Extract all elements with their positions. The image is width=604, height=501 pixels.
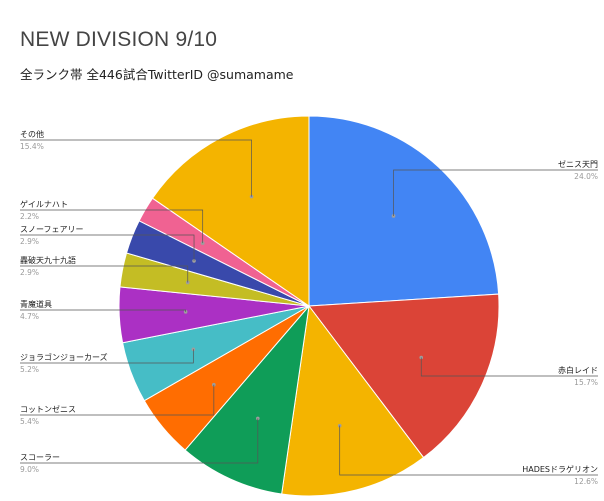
pie-slice bbox=[308, 115, 500, 307]
slice-label: ゼニス天門 bbox=[558, 159, 598, 169]
leader-line bbox=[20, 139, 252, 197]
slice-percent: 5.4% bbox=[20, 417, 39, 426]
slice-percent: 15.4% bbox=[20, 142, 44, 151]
slice-percent: 2.2% bbox=[20, 212, 39, 221]
slice-label: ゲイルナハト bbox=[20, 199, 68, 209]
slice-percent: 9.0% bbox=[20, 465, 39, 474]
leader-line bbox=[20, 265, 189, 283]
slice-label: スコーラー bbox=[20, 453, 60, 462]
slice-percent: 5.2% bbox=[20, 365, 39, 374]
leader-line bbox=[20, 349, 194, 364]
slice-percent: 24.0% bbox=[574, 172, 598, 181]
pie-slice bbox=[281, 304, 425, 497]
pie-slice bbox=[151, 115, 310, 307]
pie-slice bbox=[184, 304, 310, 495]
leader-line bbox=[339, 425, 598, 476]
leader-dot bbox=[185, 280, 190, 285]
leader-line bbox=[20, 234, 195, 261]
chart-title: NEW DIVISION 9/10 bbox=[20, 28, 218, 51]
slice-label: HADESドラゲリオン bbox=[522, 464, 598, 474]
slice-label: スノーフェアリー bbox=[20, 225, 84, 234]
slice-percent: 15.7% bbox=[574, 378, 598, 387]
slice-label: ジョラゴンジョーカーズ bbox=[20, 352, 108, 362]
slice-label: その他 bbox=[20, 129, 44, 139]
leader-line bbox=[20, 309, 186, 312]
pie-slices bbox=[118, 115, 500, 497]
slice-label: 赤白レイド bbox=[558, 365, 598, 375]
slice-label: 青魔道具 bbox=[20, 299, 52, 309]
slice-labels: ゼニス天門 24.0% 赤白レイド 15.7% HADESドラゲリオン 12.6% スコーラ… bbox=[20, 129, 598, 486]
slice-percent: 12.6% bbox=[574, 477, 598, 486]
pie-slice bbox=[308, 293, 500, 459]
slice-label: 轟破天九十九語 bbox=[20, 255, 76, 265]
slice-percent: 2.9% bbox=[20, 268, 39, 277]
slice-percent: 4.7% bbox=[20, 312, 39, 321]
slice-label: コットンゼニス bbox=[20, 404, 76, 414]
leader-line bbox=[20, 209, 204, 244]
leader-lines bbox=[20, 139, 598, 476]
slice-percent: 2.9% bbox=[20, 237, 39, 246]
leader-dot bbox=[192, 259, 196, 263]
chart-subtitle: 全ランク帯 全446試合TwitterID @sumamame bbox=[20, 67, 294, 82]
leader-line bbox=[420, 357, 598, 377]
leader-line bbox=[393, 169, 598, 216]
leader-line bbox=[20, 418, 259, 464]
leader-line bbox=[20, 384, 215, 416]
